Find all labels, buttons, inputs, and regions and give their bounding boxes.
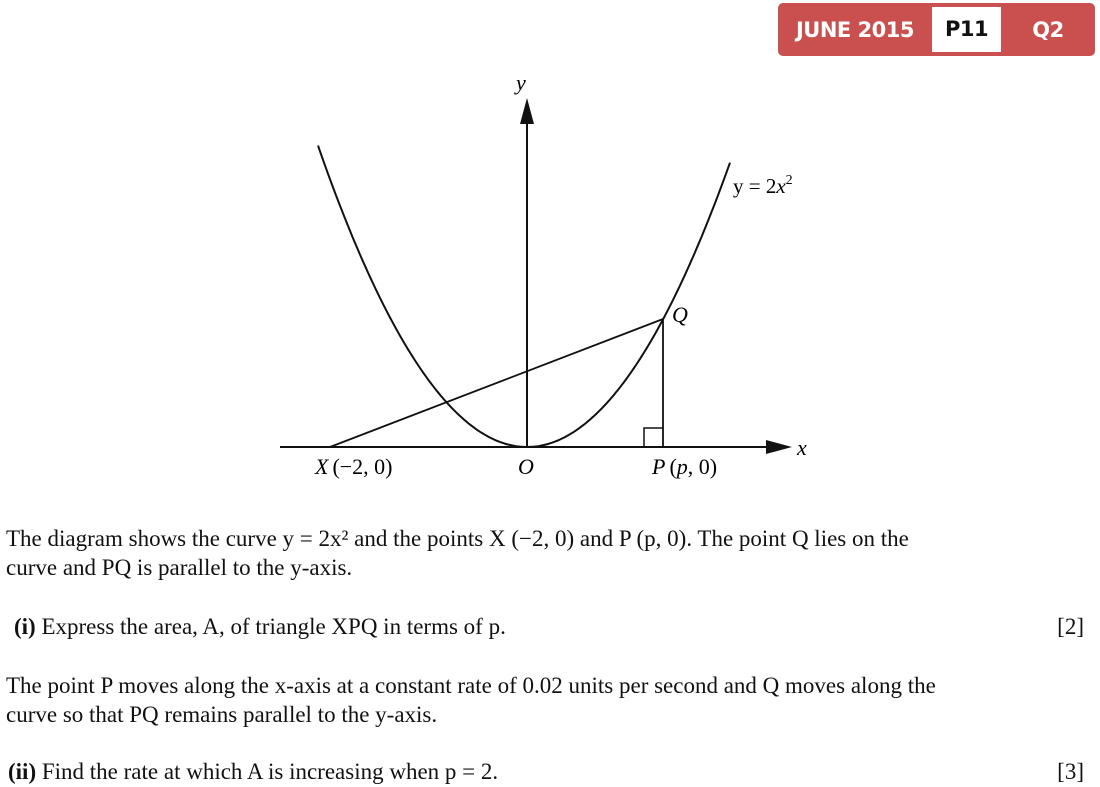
point-p-label: P (p, 0) (651, 454, 717, 479)
part-i-marks: [2] (1057, 614, 1084, 639)
part-i: (i) Express the area, A, of triangle XPQ… (14, 612, 1092, 641)
x-axis-arrow (766, 440, 792, 454)
question-label: Q2 (1032, 17, 1064, 42)
point-q-label: Q (672, 302, 688, 327)
question-badge: JUNE 2015 P11 Q2 (778, 3, 1095, 56)
part-ii-marks: [3] (1057, 759, 1084, 784)
curve-label: y = 2x2 (733, 173, 793, 198)
y-axis-arrow (520, 98, 534, 124)
y-axis-label: y (514, 70, 526, 95)
part-ii-text: Find the rate at which A is increasing w… (41, 759, 499, 784)
x-axis-label: x (796, 435, 807, 460)
intro-line-2: curve and PQ is parallel to the y-axis. (6, 555, 353, 580)
point-x-label: X (−2, 0) (314, 454, 393, 479)
parabola-curve (317, 145, 731, 448)
session-label: JUNE 2015 (795, 17, 915, 42)
part-ii: (ii) Find the rate at which A is increas… (8, 757, 1092, 786)
part-i-text: Express the area, A, of triangle XPQ in … (41, 614, 506, 639)
middle-line-2: curve so that PQ remains parallel to the… (6, 702, 438, 727)
intro-line-1: The diagram shows the curve y = 2x² and … (6, 526, 909, 551)
diagram: y x y = 2x2 Q O X (−2, 0) P (p, 0) (280, 70, 807, 479)
origin-label: O (518, 454, 534, 479)
part-ii-label: (ii) (8, 759, 37, 784)
middle-line-1: The point P moves along the x-axis at a … (6, 673, 936, 698)
right-angle-marker (643, 427, 663, 447)
line-xq (329, 318, 664, 448)
paper-label: P11 (932, 7, 1001, 52)
part-i-label: (i) (14, 614, 36, 639)
